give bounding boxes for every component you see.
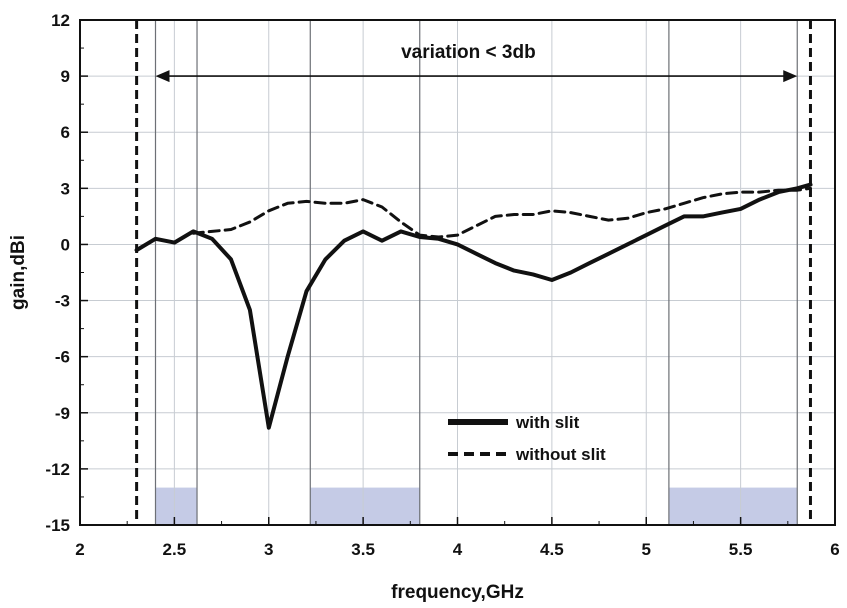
y-tick-label: -15 <box>45 516 70 535</box>
x-tick-label: 5.5 <box>729 540 753 559</box>
annotation-arrow-head-right <box>783 70 798 83</box>
shaded-bands-layer <box>155 487 798 525</box>
band-lines-layer <box>135 20 812 525</box>
legend-layer: with slit without slit <box>448 413 606 464</box>
annotation-layer: variation < 3db <box>155 42 798 83</box>
annotation-text: variation < 3db <box>401 42 536 63</box>
legend-label-with-slit: with slit <box>515 413 580 432</box>
y-tick-label: -6 <box>55 348 70 367</box>
series-layer <box>134 182 813 430</box>
grid-layer <box>80 20 835 525</box>
x-tick-label: 2.5 <box>163 540 187 559</box>
legend-label-without-slit: without slit <box>515 445 606 464</box>
x-tick-label: 4.5 <box>540 540 564 559</box>
x-tick-label: 6 <box>830 540 839 559</box>
annotation-arrow-head-left <box>155 70 170 83</box>
x-tick-label: 3 <box>264 540 273 559</box>
y-axis-title: gain,dBi <box>8 235 29 310</box>
shaded-band-0 <box>155 487 198 525</box>
series-line-with-slit <box>134 182 813 430</box>
shaded-band-1 <box>310 487 420 525</box>
y-tick-label: 9 <box>61 67 70 86</box>
shaded-band-2 <box>668 487 798 525</box>
y-tick-label: -3 <box>55 292 70 311</box>
series-line-without-slit <box>191 186 812 239</box>
x-tick-label: 3.5 <box>351 540 375 559</box>
y-tick-label: 12 <box>51 11 70 30</box>
y-tick-label: 0 <box>61 235 70 254</box>
x-axis-title: frequency,GHz <box>391 582 524 603</box>
y-tick-label: -12 <box>45 460 70 479</box>
y-tick-label: 6 <box>61 123 70 142</box>
x-tick-label: 4 <box>453 540 463 559</box>
x-tick-label: 5 <box>642 540 651 559</box>
x-tick-label: 2 <box>75 540 84 559</box>
y-tick-label: -9 <box>55 404 70 423</box>
y-tick-label: 3 <box>61 179 70 198</box>
tick-layer: 2 2.5 3 3.5 4 4.5 5 5.5 6 12 9 6 3 0 -3 -6 -9 -12 -15 <box>45 11 839 559</box>
